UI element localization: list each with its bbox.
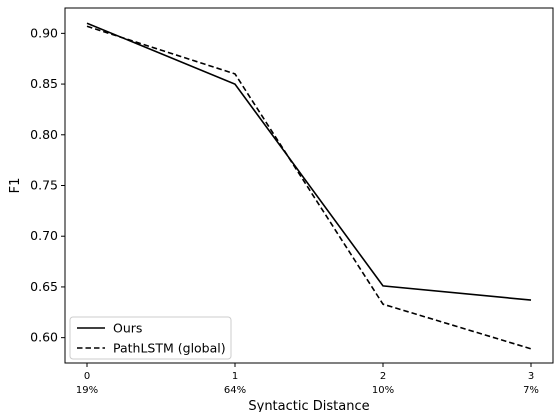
x-tick-sublabel: 19%: [76, 385, 98, 396]
y-axis: 0.60 0.65 0.70 0.75 0.80 0.85 0.90: [30, 25, 65, 345]
x-tick-label: 2: [380, 371, 386, 382]
x-axis-label: Syntactic Distance: [248, 399, 369, 412]
series-layer: [86, 22, 532, 350]
x-tick-sublabel: 64%: [224, 385, 246, 396]
x-tick-sublabel: 7%: [523, 385, 539, 396]
y-tick-label: 0.70: [30, 228, 58, 243]
series-line-1: [86, 22, 532, 301]
legend-label: Ours: [113, 321, 142, 336]
y-tick-label: 0.65: [30, 279, 58, 294]
y-tick-label: 0.90: [30, 25, 58, 40]
x-tick-label: 3: [528, 371, 534, 382]
x-axis: 0 19% 1 64% 2 10% 3 7%: [76, 363, 539, 396]
y-tick-label: 0.60: [30, 330, 58, 345]
x-tick-label: 0: [84, 371, 90, 382]
x-tick-sublabel: 10%: [372, 385, 394, 396]
legend: Ours PathLSTM (global): [69, 316, 232, 360]
legend-label: PathLSTM (global): [113, 341, 226, 356]
y-tick-label: 0.80: [30, 127, 58, 142]
x-tick-label: 1: [232, 371, 238, 382]
y-tick-label: 0.75: [30, 178, 58, 193]
y-axis-label: F1: [8, 178, 23, 194]
legend-box: [69, 316, 232, 360]
series-line-2: [86, 25, 532, 350]
y-tick-label: 0.85: [30, 76, 58, 91]
